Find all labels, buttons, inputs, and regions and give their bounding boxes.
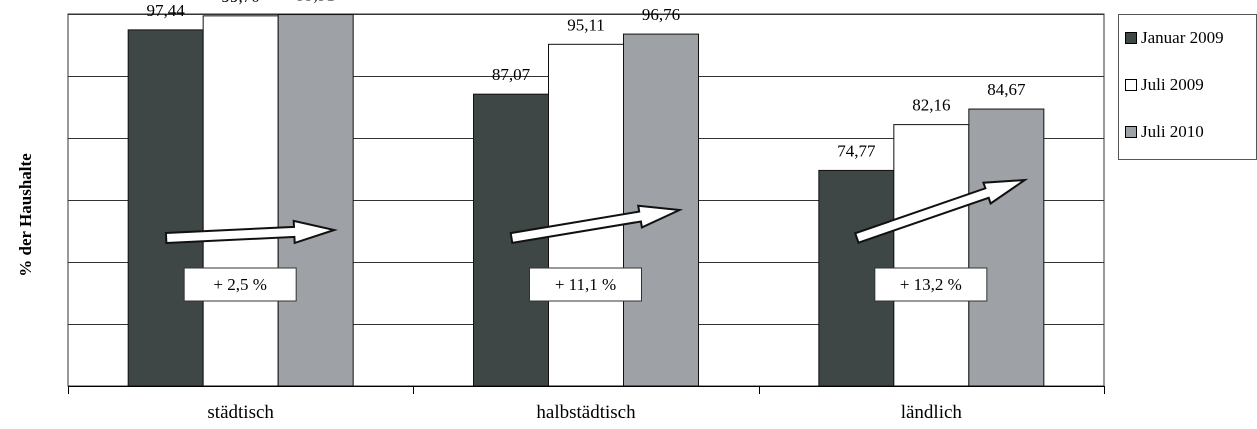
legend-label: Januar 2009	[1141, 28, 1224, 47]
data-label: 99,70	[222, 0, 260, 6]
x-tick-label: ländlich	[901, 402, 963, 423]
increase-arrow	[509, 204, 684, 245]
data-label: 87,07	[492, 65, 531, 84]
data-label: 84,67	[987, 80, 1026, 99]
data-label: 96,76	[642, 5, 680, 24]
annotation-box	[529, 267, 642, 302]
x-tick-label: städtisch	[207, 402, 274, 423]
legend-item-juli-2009: Juli 2009	[1125, 71, 1204, 99]
data-label: 97,44	[147, 1, 186, 20]
annotation-label: + 13,2 %	[900, 275, 962, 294]
annotation-label: + 2,5 %	[213, 275, 267, 294]
data-label: 95,11	[567, 15, 605, 34]
legend-label: Juli 2009	[1141, 75, 1204, 94]
data-label: 82,16	[912, 96, 950, 115]
bar	[277, 14, 354, 387]
data-label: 74,77	[837, 141, 876, 160]
annotation-box	[183, 267, 297, 302]
increase-arrow	[164, 219, 338, 245]
legend-label: Juli 2010	[1141, 122, 1204, 141]
annotation-box	[874, 267, 988, 302]
legend-item-januar-2009: Januar 2009	[1125, 24, 1224, 52]
y-axis-label: % der Haushalte	[16, 153, 35, 277]
annotation-label: + 11,1 %	[555, 275, 616, 294]
bar	[202, 15, 279, 387]
data-label: 99,91	[297, 0, 335, 5]
bar	[893, 124, 970, 387]
bar	[548, 43, 624, 387]
legend: Januar 2009 Juli 2009 Juli 2010	[1118, 14, 1257, 160]
increase-arrow	[853, 178, 1029, 244]
legend-item-juli-2010: Juli 2010	[1125, 118, 1204, 146]
bar	[127, 29, 204, 387]
legend-swatch-juli-2009	[1125, 79, 1137, 91]
legend-swatch-juli-2010	[1125, 126, 1137, 138]
legend-swatch-januar-2009	[1125, 32, 1137, 44]
bar	[968, 108, 1045, 387]
x-tick-label: halbstädtisch	[536, 402, 636, 423]
